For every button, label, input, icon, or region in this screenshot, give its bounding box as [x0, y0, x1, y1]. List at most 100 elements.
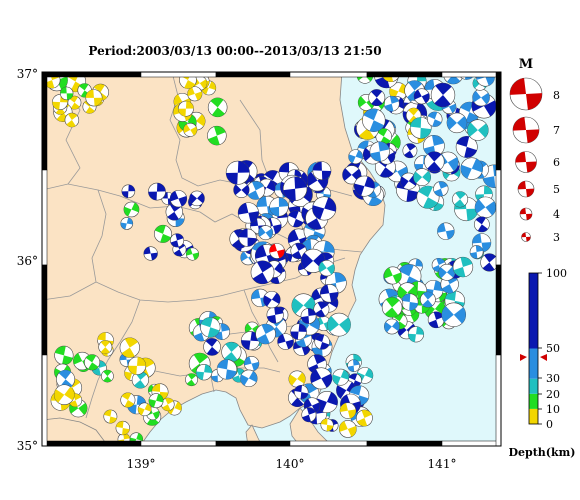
quake-mechanism-69 — [427, 111, 443, 127]
mag-label-4: 4 — [553, 208, 560, 221]
depth-legend: 100 50 30 20 10 0 Depth(km) — [509, 267, 576, 459]
quake-mechanism-91 — [348, 149, 364, 165]
quake-mechanism-360 — [480, 253, 499, 272]
quake-mechanism-113 — [460, 157, 484, 180]
quake-mechanism-319 — [320, 418, 334, 432]
quake-mechanism-32 — [383, 95, 400, 112]
quake-mechanism-284 — [243, 356, 260, 372]
magnitude-ball-8 — [509, 77, 543, 111]
quake-mechanism-216 — [266, 306, 284, 324]
quake-mechanism-101 — [413, 168, 432, 186]
magnitude-legend: M 8 7 6 5 4 3 — [509, 57, 560, 244]
lon-label-139: 139° — [127, 457, 156, 471]
quake-mechanism-273 — [203, 338, 221, 356]
depth-color-band — [529, 273, 538, 349]
quake-mechanism-340 — [127, 356, 147, 375]
quake-mechanism-50 — [362, 108, 386, 132]
quake-mechanism-231 — [318, 259, 335, 277]
quake-mechanism-264 — [383, 266, 402, 285]
quake-mechanism-25 — [187, 86, 203, 102]
quake-mechanism-179 — [120, 217, 134, 230]
quake-mechanism-287 — [216, 359, 238, 380]
mag-label-8: 8 — [553, 89, 560, 102]
magnitude-ball-7 — [512, 116, 540, 144]
quake-mechanism-354 — [120, 392, 136, 408]
quake-mechanism-174 — [121, 184, 136, 199]
quake-mechanism-345 — [98, 340, 113, 355]
quake-mechanism-283 — [221, 341, 242, 363]
quake-mechanism-8 — [59, 86, 74, 101]
quake-mechanism-358 — [148, 393, 164, 409]
quake-mechanism-349 — [84, 354, 101, 371]
depth-marker-left-icon — [520, 354, 527, 361]
depth-legend-title: Depth(km) — [509, 446, 576, 459]
quake-mechanism-290 — [240, 369, 258, 388]
quake-mechanism-314 — [347, 359, 360, 372]
quake-mechanism-185 — [148, 182, 166, 201]
quake-mechanism-172 — [312, 196, 337, 221]
quake-mechanism-224 — [300, 308, 317, 324]
depth-tick-20: 20 — [546, 388, 560, 401]
quake-mechanism-22 — [183, 122, 198, 137]
quake-mechanism-104 — [474, 196, 497, 219]
quake-mechanism-303 — [315, 390, 338, 413]
quake-mechanism-310 — [338, 420, 357, 438]
quake-mechanism-315 — [310, 367, 333, 390]
quake-mechanism-233 — [263, 290, 281, 309]
quake-mechanism-313 — [356, 409, 373, 427]
quake-mechanism-265 — [441, 302, 467, 327]
quake-mechanism-311 — [349, 385, 370, 406]
mag-label-6: 6 — [553, 156, 560, 169]
quake-mechanism-27 — [177, 100, 194, 117]
quake-mechanism-357 — [161, 397, 175, 412]
lat-label-35: 35° — [17, 439, 38, 453]
quake-mechanism-168 — [233, 181, 250, 199]
quake-mechanism-186 — [123, 201, 140, 218]
mag-label-3: 3 — [553, 231, 560, 244]
quake-mechanism-324 — [54, 345, 74, 366]
depth-tick-100: 100 — [546, 267, 567, 280]
quake-mechanism-334 — [101, 369, 114, 383]
quake-mechanism-369 — [452, 256, 474, 278]
quake-mechanism-362 — [437, 222, 455, 240]
quake-mechanism-111 — [452, 191, 469, 208]
quake-mechanism-90 — [353, 175, 375, 197]
quake-mechanism-70 — [423, 135, 445, 157]
quake-mechanism-331 — [119, 337, 140, 358]
quake-mechanism-356 — [137, 402, 152, 417]
quake-mechanism-15 — [207, 125, 227, 146]
quake-mechanism-19 — [207, 97, 228, 118]
quake-mechanism-321 — [332, 368, 350, 386]
quake-mechanism-187 — [170, 233, 185, 248]
quake-mechanism-221 — [320, 284, 339, 303]
quake-mechanism-368 — [469, 245, 484, 259]
quake-mechanism-232 — [250, 260, 275, 285]
quake-mechanism-259 — [401, 293, 419, 311]
quake-mechanism-162 — [238, 228, 257, 247]
quake-mechanism-301 — [288, 370, 306, 388]
quake-mechanism-latest — [269, 243, 285, 259]
izu-area — [42, 417, 109, 446]
map-title: Period:2003/03/13 00:00--2013/03/13 21:5… — [88, 44, 382, 58]
quake-mechanism-359 — [115, 420, 130, 436]
quake-mechanism-210 — [314, 334, 330, 350]
quake-mechanism-229 — [290, 323, 307, 340]
quake-mechanism-5 — [64, 112, 80, 128]
quake-mechanism-173 — [225, 160, 250, 185]
quake-mechanism-155 — [237, 202, 259, 224]
mag-label-5: 5 — [553, 183, 560, 196]
quake-mechanism-75 — [430, 82, 456, 108]
quake-mechanism-55 — [455, 135, 478, 158]
quake-mechanism-260 — [384, 318, 400, 335]
magnitude-ball-5 — [517, 180, 535, 198]
quake-mechanism-154 — [312, 161, 332, 181]
quake-mechanism-109 — [424, 151, 445, 172]
depth-color-band — [529, 393, 538, 409]
quake-mechanism-348 — [53, 384, 75, 405]
quake-mechanism-74 — [413, 88, 430, 105]
quake-mechanism-219 — [313, 301, 330, 318]
depth-color-band — [529, 348, 538, 379]
quake-mechanism-184 — [189, 190, 205, 207]
quake-mechanism-366 — [438, 263, 456, 281]
